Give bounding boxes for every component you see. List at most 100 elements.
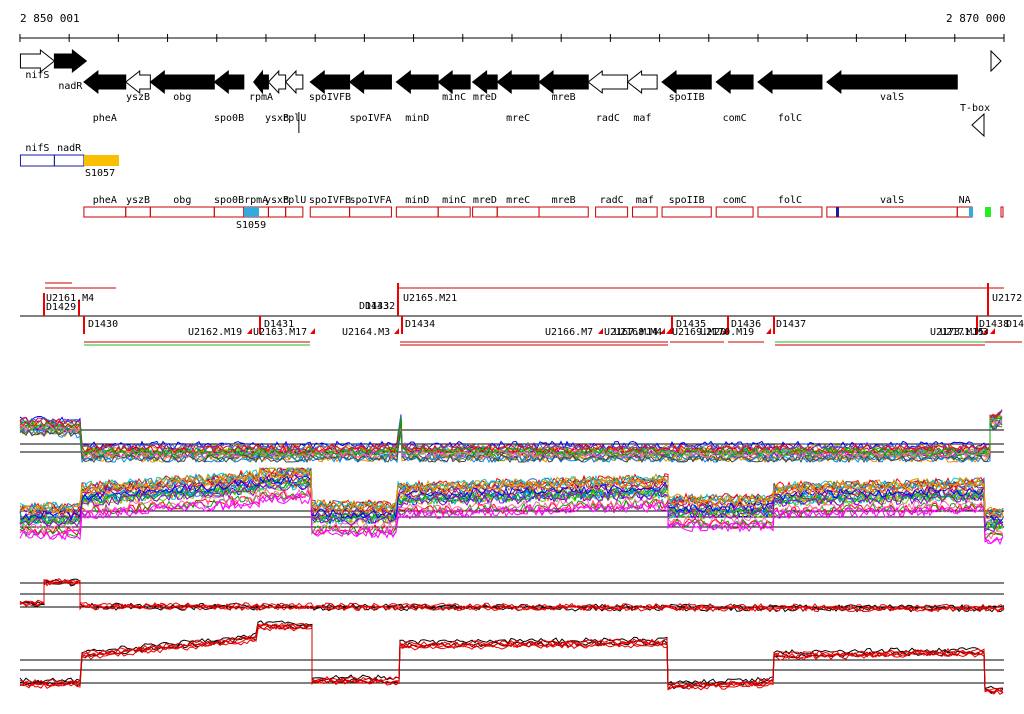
expression-trace <box>19 493 1004 546</box>
annotation-box-minC[interactable] <box>437 206 471 218</box>
transcript-label-D1431[interactable]: D1431 <box>264 319 294 330</box>
gene-arrow-spoIVFA[interactable] <box>348 69 392 95</box>
gene-label-minC: minC <box>442 92 466 103</box>
annotation-box-yszB[interactable] <box>125 206 151 218</box>
annotation-label-mreB: mreB <box>552 195 576 206</box>
gene-arrow-spoIIB[interactable] <box>661 69 712 95</box>
gene-arrow-minD[interactable] <box>395 69 439 95</box>
gene-arrow-mreD[interactable] <box>471 69 498 95</box>
annotation-label-obg: obg <box>173 195 191 206</box>
expression-trace <box>19 420 1003 464</box>
ruler-start-label: 2 850 001 <box>20 12 80 25</box>
annotation-box-rplU[interactable] <box>285 206 304 218</box>
gene-arrow-yszB[interactable] <box>124 69 151 95</box>
annotation-box-radC[interactable] <box>595 206 629 218</box>
yellow-region-box[interactable] <box>84 155 119 166</box>
segment-box-nadR[interactable] <box>53 154 85 167</box>
annotation-box-comC[interactable] <box>715 206 754 218</box>
annotation-box-maf[interactable] <box>632 206 658 218</box>
gene-arrow-mreC[interactable] <box>496 69 540 95</box>
gene-arrow-rplU[interactable] <box>284 69 304 95</box>
gene-label-spo0B: spo0B <box>214 113 244 124</box>
transcript-label-U2166.M7[interactable]: U2166.M7 <box>545 327 593 338</box>
annotation-label-valS: valS <box>880 195 904 206</box>
transcript-label-D1435[interactable]: D1435 <box>676 319 706 330</box>
transcript-label-U2167.M14[interactable]: U2167.M14 <box>604 327 658 338</box>
annotation-label-folC: folC <box>778 195 802 206</box>
annotation-box-spoIVFB[interactable] <box>309 206 351 218</box>
coordinate-ruler: 2 850 001 2 870 000 <box>19 12 1006 42</box>
transcript-end-marker <box>660 328 665 334</box>
ruler-end-label: 2 870 000 <box>946 12 1006 25</box>
gene-arrow-obg[interactable] <box>149 69 215 95</box>
transcript-end-marker <box>598 328 603 334</box>
annotation-box-valS[interactable] <box>826 206 958 218</box>
transcript-label-U2164.M3[interactable]: U2164.M3 <box>342 327 390 338</box>
gene-arrow-maf[interactable] <box>626 69 658 95</box>
transcript-label-U2165.M21[interactable]: U2165.M21 <box>403 293 457 304</box>
annotation-box-folC[interactable] <box>757 206 823 218</box>
annotation-label-yszB: yszB <box>126 195 150 206</box>
annotation-box-mreD[interactable] <box>472 206 498 218</box>
gene-arrow-nifS[interactable] <box>19 48 56 74</box>
transcript-label-U2171.M3[interactable]: U2171.M3 <box>940 327 988 338</box>
annotation-box-mreC[interactable] <box>496 206 540 218</box>
expression-panel-lower <box>19 578 1005 613</box>
gene-label-mreC: mreC <box>506 113 530 124</box>
transcript-label-D1432[interactable]: D1432 <box>365 301 395 312</box>
transcript-label-U2170.M19[interactable]: U2170.M19 <box>700 327 754 338</box>
transcript-label-D1429[interactable]: D1429 <box>46 302 76 313</box>
gene-arrow-spoIVFB[interactable] <box>309 69 351 95</box>
annotation-box-spo0B[interactable] <box>213 206 245 218</box>
gene-arrow-valS[interactable] <box>826 69 958 95</box>
annotation-box-spoIIB[interactable] <box>661 206 712 218</box>
gene-arrow-minC[interactable] <box>437 69 471 95</box>
gene-arrow-ysxB[interactable] <box>267 69 287 95</box>
annotation-label-minC: minC <box>442 195 466 206</box>
annotation-box-pheA[interactable] <box>83 206 127 218</box>
transcript-label-U2162.M19[interactable]: U2162.M19 <box>188 327 242 338</box>
transcript-label-U2169.M20[interactable]: U2169.M20 <box>672 327 726 338</box>
gene-arrow-mreB[interactable] <box>538 69 589 95</box>
gene-arrow-comC[interactable] <box>715 69 754 95</box>
segment-box-nifS[interactable] <box>19 154 55 167</box>
transcript-label-U2173.M15[interactable]: U2173.M15 <box>930 327 984 338</box>
transcript-label-D14[interactable]: D14 <box>1006 319 1024 330</box>
transcript-label-D1437[interactable]: D1437 <box>776 319 806 330</box>
transcript-label-D1434[interactable]: D1434 <box>405 319 435 330</box>
transcript-label-U2172[interactable]: U2172 <box>992 293 1022 304</box>
gene-arrow-rpmA[interactable] <box>253 69 269 95</box>
gene-arrow-spo0B[interactable] <box>213 69 245 95</box>
transcript-label-U2168.M4[interactable]: U2168.M4 <box>614 327 662 338</box>
expression-trace <box>19 467 1004 520</box>
gene-arrow-radC[interactable] <box>587 69 629 95</box>
transcript-end-marker <box>983 328 988 334</box>
transcript-label-D1438[interactable]: D1438 <box>979 319 1009 330</box>
annotation-box-minD[interactable] <box>395 206 439 218</box>
annotation-box-obg[interactable] <box>149 206 215 218</box>
transcript-label-D1433[interactable]: D1433 <box>359 301 389 312</box>
transcript-label-D1436[interactable]: D1436 <box>731 319 761 330</box>
gene-label-valS: valS <box>880 92 904 103</box>
navy-marker <box>836 207 839 217</box>
annotation-box-mreB[interactable] <box>538 206 589 218</box>
gene-arrow-folC[interactable] <box>757 69 823 95</box>
expression-trace <box>19 410 1003 454</box>
gene-arrow-pheA[interactable] <box>83 69 127 95</box>
tbox-feature: T-box <box>960 49 1002 138</box>
expression-panel-middle <box>19 466 1004 546</box>
ruler-ticks <box>19 34 1005 42</box>
s1059-label: S1059 <box>236 220 266 231</box>
annotation-box-ysxB[interactable] <box>267 206 287 218</box>
annotation-label-rpmA: rpmA <box>244 195 268 206</box>
annotation-label-spoIIB: spoIIB <box>669 195 705 206</box>
transcript-label-U2163.M17[interactable]: U2163.M17 <box>253 327 307 338</box>
transcript-end-marker <box>247 328 252 334</box>
annotation-box-spoIVFA[interactable] <box>349 206 392 218</box>
transcript-label-D1430[interactable]: D1430 <box>88 319 118 330</box>
tbox-label: T-box <box>960 103 990 114</box>
transcript-label-U2161.M4[interactable]: U2161.M4 <box>46 293 94 304</box>
gene-arrow-nadR[interactable] <box>53 48 88 74</box>
gene-label-folC: folC <box>778 113 802 124</box>
annotation-label-maf: maf <box>636 195 654 206</box>
